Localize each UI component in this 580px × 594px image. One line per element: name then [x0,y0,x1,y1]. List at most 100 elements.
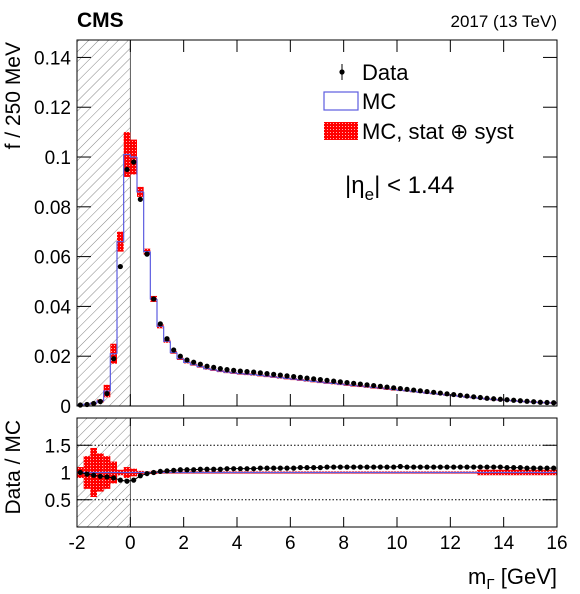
x-label-part: m [468,564,486,589]
x-label-part: [GeV] [495,564,557,589]
mc-step [203,366,211,370]
y-tick-label: 0.06 [34,248,71,269]
legend-swatch [324,122,358,140]
mc-step [309,380,317,382]
data-point [237,368,243,374]
x-tick-label: 6 [285,533,296,554]
ratio-point [377,464,383,470]
ratio-point [177,467,183,473]
hatched-region [76,39,131,407]
data-point [364,382,370,388]
data-point [251,369,257,375]
data-point [151,296,157,302]
data-point [164,336,170,342]
x-tick-label: 0 [125,533,136,554]
ratio-point [271,465,277,471]
subtitle: 2017 (13 TeV) [451,12,557,31]
ratio-point [397,463,403,470]
ratio-point [464,464,470,470]
ratio-point [424,464,430,470]
mc-step [183,358,191,364]
y-tick-label: 0.1 [45,148,71,169]
data-point [397,385,403,392]
data-point [377,383,383,389]
mc-step [149,251,157,300]
data-point [297,374,303,380]
x-label-sub: Γ [486,576,494,593]
legend-swatch [323,91,359,111]
ratio-point [417,464,423,470]
ratio-point [284,465,290,471]
ratio-point [544,465,550,471]
mc-step [109,353,117,392]
legend-marker [339,69,345,75]
legend-label: Data [362,60,409,85]
ratio-point [131,477,137,483]
data-point [531,399,537,405]
ratio-point [384,464,390,470]
ratio-point [317,464,323,471]
data-point [411,387,417,393]
data-point [97,398,103,405]
data-point [477,394,483,401]
data-point [524,398,530,404]
data-point [471,394,477,400]
data-point [224,367,230,373]
ratio-point [364,464,370,470]
ratio-point [184,467,190,473]
data-point [444,391,450,397]
data-point [511,397,517,403]
ratio-point [224,466,230,472]
data-point [551,400,557,406]
mc-step [229,372,237,374]
x-axis-label: mΓ [GeV] [468,564,557,593]
mc-step [289,378,297,380]
data-point [177,353,183,359]
data-point [484,395,490,401]
experiment-label: CMS [77,9,124,32]
ratio-point [311,464,317,471]
y-tick-label: 1 [60,464,71,485]
y-tick-label: 0.12 [34,98,71,119]
ratio-point [304,464,310,471]
data-point [284,373,290,379]
mc-step [236,372,244,375]
ratio-point [164,468,170,474]
data-point [157,321,163,327]
annotation: |ηe| < 1.44 [345,172,454,204]
data-point [144,251,150,257]
mc-step [169,341,177,354]
x-tick-label: 4 [232,533,243,554]
data-point [231,367,237,373]
ratio-point [231,466,237,472]
data-point [257,370,263,376]
ratio-point [237,466,243,472]
data-point [171,347,177,353]
data-point [537,399,543,405]
x-tick-label: 14 [493,533,515,554]
ratio-point [324,464,330,470]
data-point [311,376,317,382]
mc-step [303,379,311,382]
ratio-point [391,464,397,470]
ratio-point [77,469,83,476]
data-point [437,390,443,396]
ratio-point [517,464,523,471]
ratio-point [264,465,270,471]
mc-step [263,375,271,377]
data-point [191,359,197,365]
data-point [91,400,97,407]
data-point [384,384,390,390]
data-point [337,379,343,385]
ratio-point [484,464,490,470]
ratio-point [151,469,157,476]
ratio-point [531,465,537,471]
data-point [111,356,117,362]
ratio-point [204,466,210,472]
mc-step [163,326,171,342]
ratio-point [144,470,150,477]
ratio-point [137,473,143,479]
mc-step [296,379,304,381]
data-point [104,390,110,397]
data-point [491,396,497,402]
